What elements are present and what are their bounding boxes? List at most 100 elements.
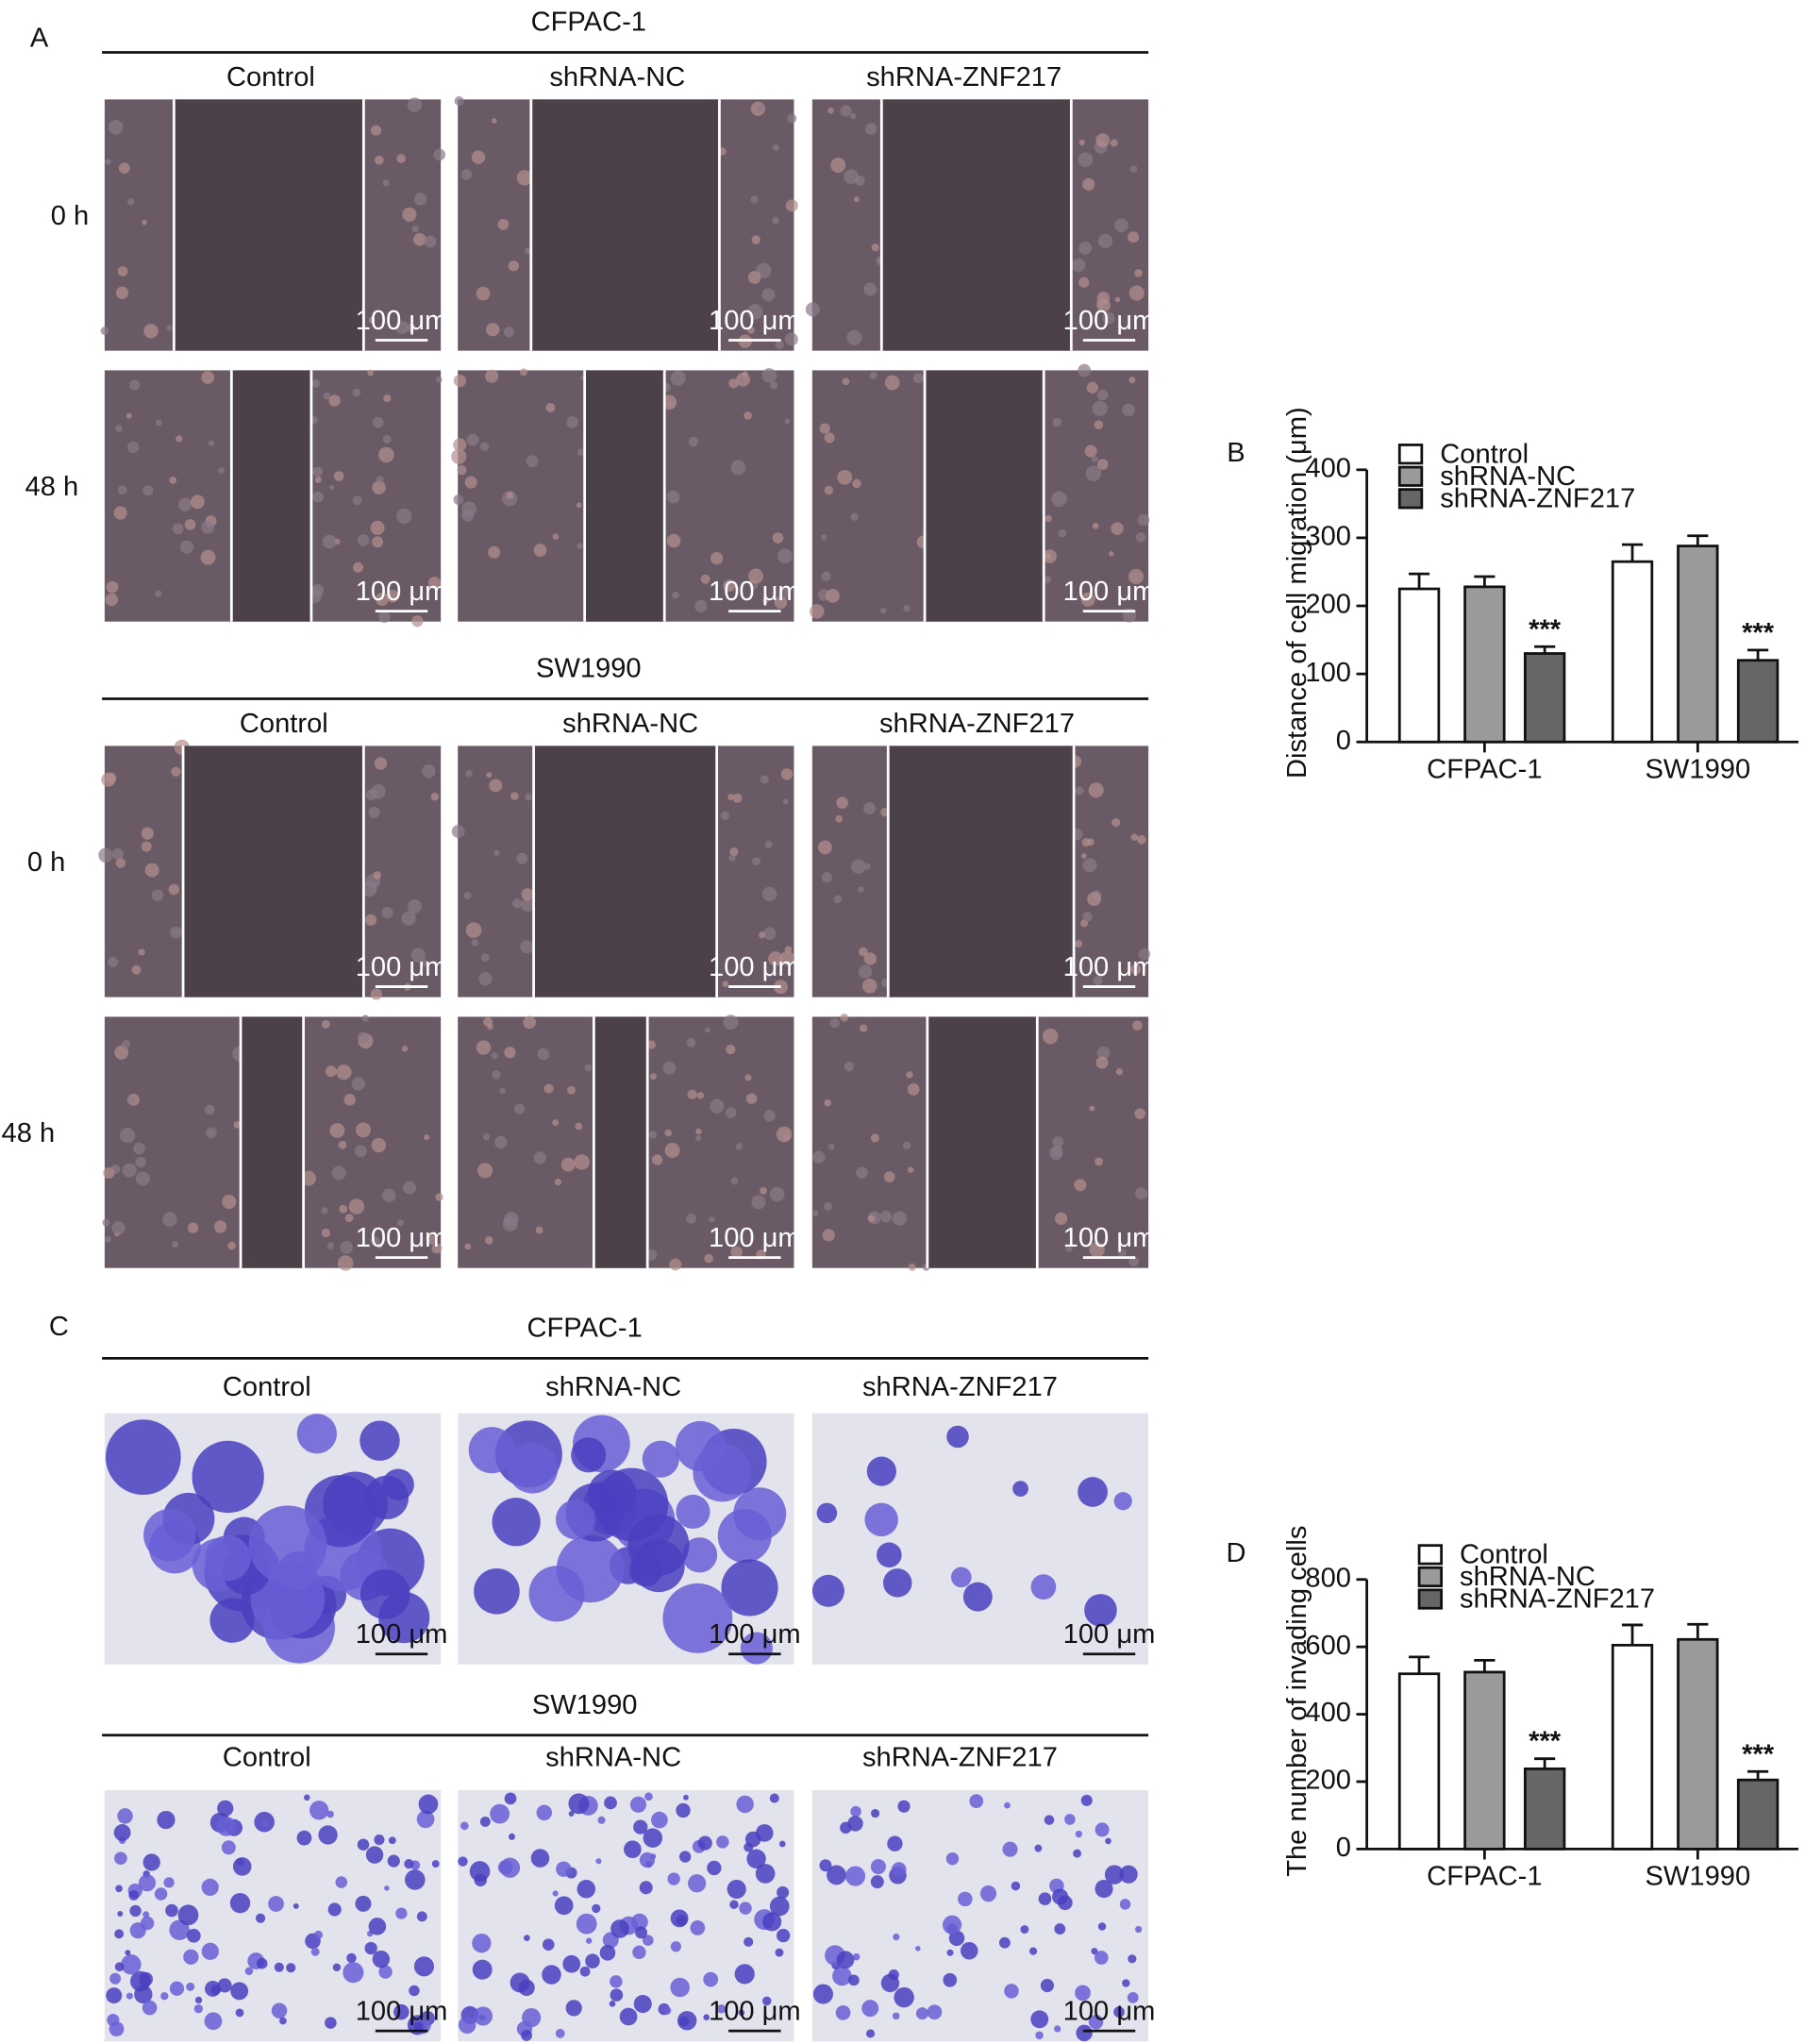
cell-texture	[821, 571, 831, 581]
cell-texture	[809, 604, 825, 619]
stained-cell	[109, 2021, 125, 2037]
stained-cell	[703, 1971, 719, 1987]
cell-texture	[218, 466, 226, 474]
cell-texture	[370, 125, 382, 136]
bar	[1677, 545, 1719, 744]
cell-texture	[567, 1085, 576, 1095]
stained-cell	[378, 1965, 393, 1979]
stained-cell	[346, 1952, 357, 1964]
cell-texture	[1058, 528, 1067, 538]
wound-gap	[888, 746, 1075, 997]
cell-texture	[672, 591, 679, 599]
cell-texture	[111, 847, 124, 861]
stained-cell	[395, 1907, 408, 1919]
cell-texture	[106, 580, 119, 594]
stained-cell	[201, 1878, 219, 1897]
stained-cell	[736, 1795, 754, 1814]
cell-texture	[466, 433, 479, 446]
cell-texture	[499, 1087, 506, 1095]
stained-cell	[413, 1956, 435, 1977]
cell-texture	[1091, 456, 1098, 462]
cell-texture	[374, 757, 388, 770]
cell-texture	[321, 1228, 331, 1238]
stained-cell	[115, 1885, 123, 1893]
cell-texture	[1114, 296, 1121, 303]
cell-texture	[115, 286, 129, 299]
cell-texture	[151, 889, 164, 901]
stained-cell	[811, 1574, 844, 1607]
cell-texture	[222, 1195, 237, 1210]
stained-cell	[1064, 1814, 1076, 1825]
stained-cell	[114, 1962, 125, 1971]
cell-texture	[710, 552, 724, 565]
scale-bar-label: 100 μm	[709, 1619, 801, 1650]
cell-texture	[178, 497, 192, 511]
cell-texture	[375, 593, 389, 607]
cell-texture	[348, 1198, 365, 1215]
cell-texture	[503, 327, 515, 338]
cell-texture	[375, 155, 384, 165]
stained-cell	[393, 2003, 409, 2020]
stained-cell	[662, 2006, 672, 2015]
cell-texture	[1122, 403, 1135, 417]
panel-label: D	[1226, 1538, 1245, 1568]
cell-texture	[805, 302, 821, 317]
cell-texture	[892, 1211, 908, 1226]
cell-texture	[1086, 838, 1095, 846]
stained-cell	[866, 1456, 896, 1486]
cell-texture	[141, 841, 152, 852]
cell-texture	[482, 1133, 491, 1141]
cell-texture	[142, 485, 154, 496]
cell-texture	[171, 766, 181, 777]
cell-texture	[358, 1031, 370, 1044]
cell-texture	[649, 1073, 657, 1081]
stained-cell	[431, 1860, 440, 1868]
stained-cell	[677, 2010, 697, 2031]
cell-texture	[883, 1171, 895, 1182]
cell-texture	[395, 321, 409, 335]
cell-texture	[907, 1082, 920, 1096]
cell-texture	[758, 931, 766, 939]
cell-texture	[525, 793, 533, 801]
cell-texture	[575, 1122, 583, 1131]
cell-texture	[483, 1016, 493, 1027]
stained-cell	[318, 1825, 338, 1845]
cell-texture	[858, 886, 864, 893]
cell-texture	[135, 1171, 150, 1186]
stained-cell	[942, 1915, 962, 1935]
panel-label: B	[1227, 438, 1245, 468]
stained-cell	[1104, 1865, 1125, 1885]
wound-gap	[925, 370, 1045, 622]
cell-texture	[812, 1150, 826, 1164]
stained-cell	[296, 1414, 338, 1454]
cell-texture	[339, 1204, 348, 1214]
cell-texture	[1089, 1241, 1105, 1258]
stained-cell	[1034, 1844, 1043, 1852]
cell-texture	[776, 1126, 793, 1143]
stained-cell	[619, 2007, 638, 2026]
cell-texture	[484, 1236, 493, 1245]
stained-cell	[892, 2012, 900, 2020]
cell-texture	[117, 485, 127, 495]
legend-swatch	[1397, 488, 1424, 510]
stained-cell	[962, 1582, 993, 1612]
cell-texture	[840, 1014, 849, 1022]
cell-texture	[1095, 1157, 1104, 1166]
stained-cell	[304, 1794, 310, 1801]
cell-texture	[378, 446, 394, 463]
legend-swatch	[1417, 1566, 1444, 1588]
stained-cell	[332, 1963, 342, 1971]
stained-cell	[479, 1816, 491, 1827]
bar	[1397, 587, 1441, 744]
stained-cell	[670, 1941, 681, 1952]
stained-cell	[1030, 1574, 1057, 1600]
cell-texture	[510, 792, 519, 800]
stained-cell	[357, 1838, 370, 1851]
wound-gap	[593, 1016, 648, 1268]
cell-texture	[1095, 1056, 1109, 1069]
cell-texture	[370, 1236, 380, 1247]
wound-gap	[881, 99, 1072, 351]
scale-bar-label: 100 μm	[1063, 306, 1156, 336]
stained-cell	[915, 1946, 921, 1952]
cell-texture	[772, 143, 779, 152]
